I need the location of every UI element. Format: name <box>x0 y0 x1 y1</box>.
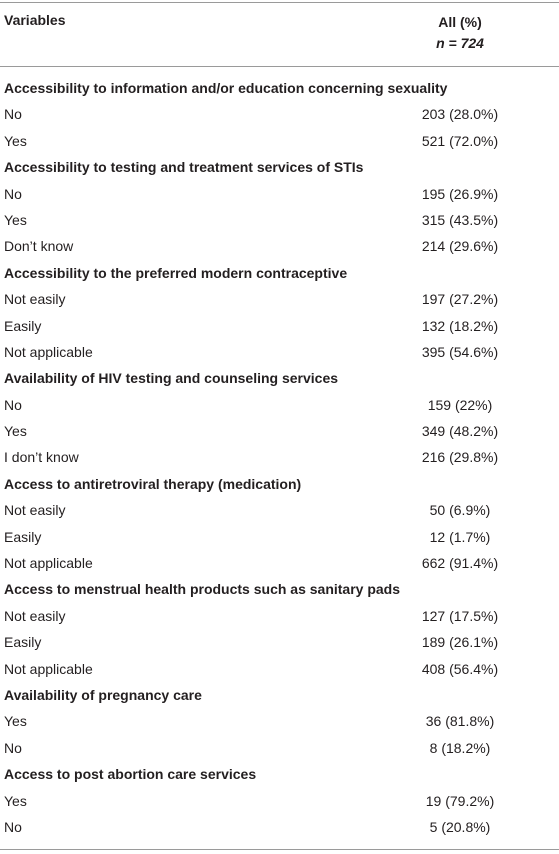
section-heading-row: Availability of pregnancy care <box>0 682 559 708</box>
row-value: 132 (18.2%) <box>421 317 499 334</box>
row-label: No <box>4 739 22 756</box>
row-label: Not easily <box>4 607 66 624</box>
table-row: No 5 (20.8%) <box>0 814 559 840</box>
row-value: 127 (17.5%) <box>421 607 499 624</box>
table-row: Yes 19 (79.2%) <box>0 788 559 814</box>
row-label: Yes <box>4 132 27 149</box>
row-value: 662 (91.4%) <box>421 555 499 572</box>
row-label: Yes <box>4 423 27 440</box>
table-row: Not applicable 395 (54.6%) <box>0 339 559 365</box>
row-label: Yes <box>4 211 27 228</box>
table-row: Yes 349 (48.2%) <box>0 418 559 444</box>
row-label: Easily <box>4 317 42 334</box>
section-title: Accessibility to testing and treatment s… <box>4 159 364 176</box>
row-label: Yes <box>4 792 27 809</box>
row-value: 214 (29.6%) <box>421 238 499 255</box>
row-value: 521 (72.0%) <box>421 132 499 149</box>
row-value: 50 (6.9%) <box>429 502 491 519</box>
row-label: Easily <box>4 528 42 545</box>
table-row: No 159 (22%) <box>0 392 559 418</box>
header-variables: Variables <box>4 12 66 28</box>
row-label: No <box>4 185 22 202</box>
row-label: No <box>4 106 22 123</box>
row-value: 189 (26.1%) <box>421 634 499 651</box>
table-row: Not easily 50 (6.9%) <box>0 497 559 523</box>
table-row: Not easily 197 (27.2%) <box>0 286 559 312</box>
row-label: Easily <box>4 634 42 651</box>
row-label: No <box>4 396 22 413</box>
table-row: Yes 521 (72.0%) <box>0 128 559 154</box>
table-header-rule <box>0 66 559 67</box>
row-label: Not easily <box>4 291 66 308</box>
row-value: 19 (79.2%) <box>425 792 495 809</box>
row-value: 203 (28.0%) <box>421 106 499 123</box>
row-value: 5 (20.8%) <box>429 818 491 835</box>
section-heading-row: Access to menstrual health products such… <box>0 576 559 602</box>
header-n-label: n = 724 <box>436 35 484 51</box>
table-row: No 195 (26.9%) <box>0 181 559 207</box>
table-body: Accessibility to information and/or educ… <box>0 75 559 840</box>
row-label: Not applicable <box>4 660 93 677</box>
section-title: Access to antiretroviral therapy (medica… <box>4 475 302 492</box>
row-value: 159 (22%) <box>427 396 493 413</box>
table-row: No 8 (18.2%) <box>0 735 559 761</box>
table-row: I don’t know 216 (29.8%) <box>0 444 559 470</box>
row-value: 8 (18.2%) <box>429 739 491 756</box>
row-label: I don’t know <box>4 449 79 466</box>
table-row: Easily 132 (18.2%) <box>0 313 559 339</box>
table-row: Easily 12 (1.7%) <box>0 524 559 550</box>
row-value: 395 (54.6%) <box>421 343 499 360</box>
section-title: Access to menstrual health products such… <box>4 581 401 598</box>
row-label: Not applicable <box>4 343 93 360</box>
table-row: No 203 (28.0%) <box>0 101 559 127</box>
section-heading-row: Accessibility to information and/or educ… <box>0 75 559 101</box>
row-label: Not easily <box>4 502 66 519</box>
row-value: 349 (48.2%) <box>421 423 499 440</box>
row-value: 408 (56.4%) <box>421 660 499 677</box>
section-title: Access to post abortion care services <box>4 766 257 783</box>
row-value: 216 (29.8%) <box>421 449 499 466</box>
row-label: No <box>4 818 22 835</box>
table-row: Easily 189 (26.1%) <box>0 629 559 655</box>
table-row: Not easily 127 (17.5%) <box>0 603 559 629</box>
section-title: Availability of pregnancy care <box>4 686 202 703</box>
table-row: Yes 36 (81.8%) <box>0 708 559 734</box>
section-heading-row: Availability of HIV testing and counseli… <box>0 365 559 391</box>
table-row: Yes 315 (43.5%) <box>0 207 559 233</box>
table-row: Not applicable 662 (91.4%) <box>0 550 559 576</box>
row-label: Don’t know <box>4 238 74 255</box>
table-bottom-rule <box>0 849 559 850</box>
row-value: 315 (43.5%) <box>421 211 499 228</box>
table-row: Don’t know 214 (29.6%) <box>0 233 559 259</box>
row-label: Not applicable <box>4 555 93 572</box>
section-heading-row: Access to post abortion care services <box>0 761 559 787</box>
section-heading-row: Accessibility to testing and treatment s… <box>0 154 559 180</box>
header-all-label: All (%) <box>438 14 482 30</box>
section-title: Accessibility to information and/or educ… <box>4 80 448 96</box>
header-all-column: All (%) n = 724 <box>360 12 559 54</box>
section-heading-row: Access to antiretroviral therapy (medica… <box>0 471 559 497</box>
row-value: 195 (26.9%) <box>421 185 499 202</box>
table-row: Not applicable 408 (56.4%) <box>0 656 559 682</box>
table-top-rule <box>0 2 559 3</box>
section-heading-row: Accessibility to the preferred modern co… <box>0 260 559 286</box>
row-value: 36 (81.8%) <box>425 713 495 730</box>
section-title: Availability of HIV testing and counseli… <box>4 370 339 387</box>
row-value: 12 (1.7%) <box>429 528 491 545</box>
section-title: Accessibility to the preferred modern co… <box>4 264 348 281</box>
row-value: 197 (27.2%) <box>421 291 499 308</box>
row-label: Yes <box>4 713 27 730</box>
